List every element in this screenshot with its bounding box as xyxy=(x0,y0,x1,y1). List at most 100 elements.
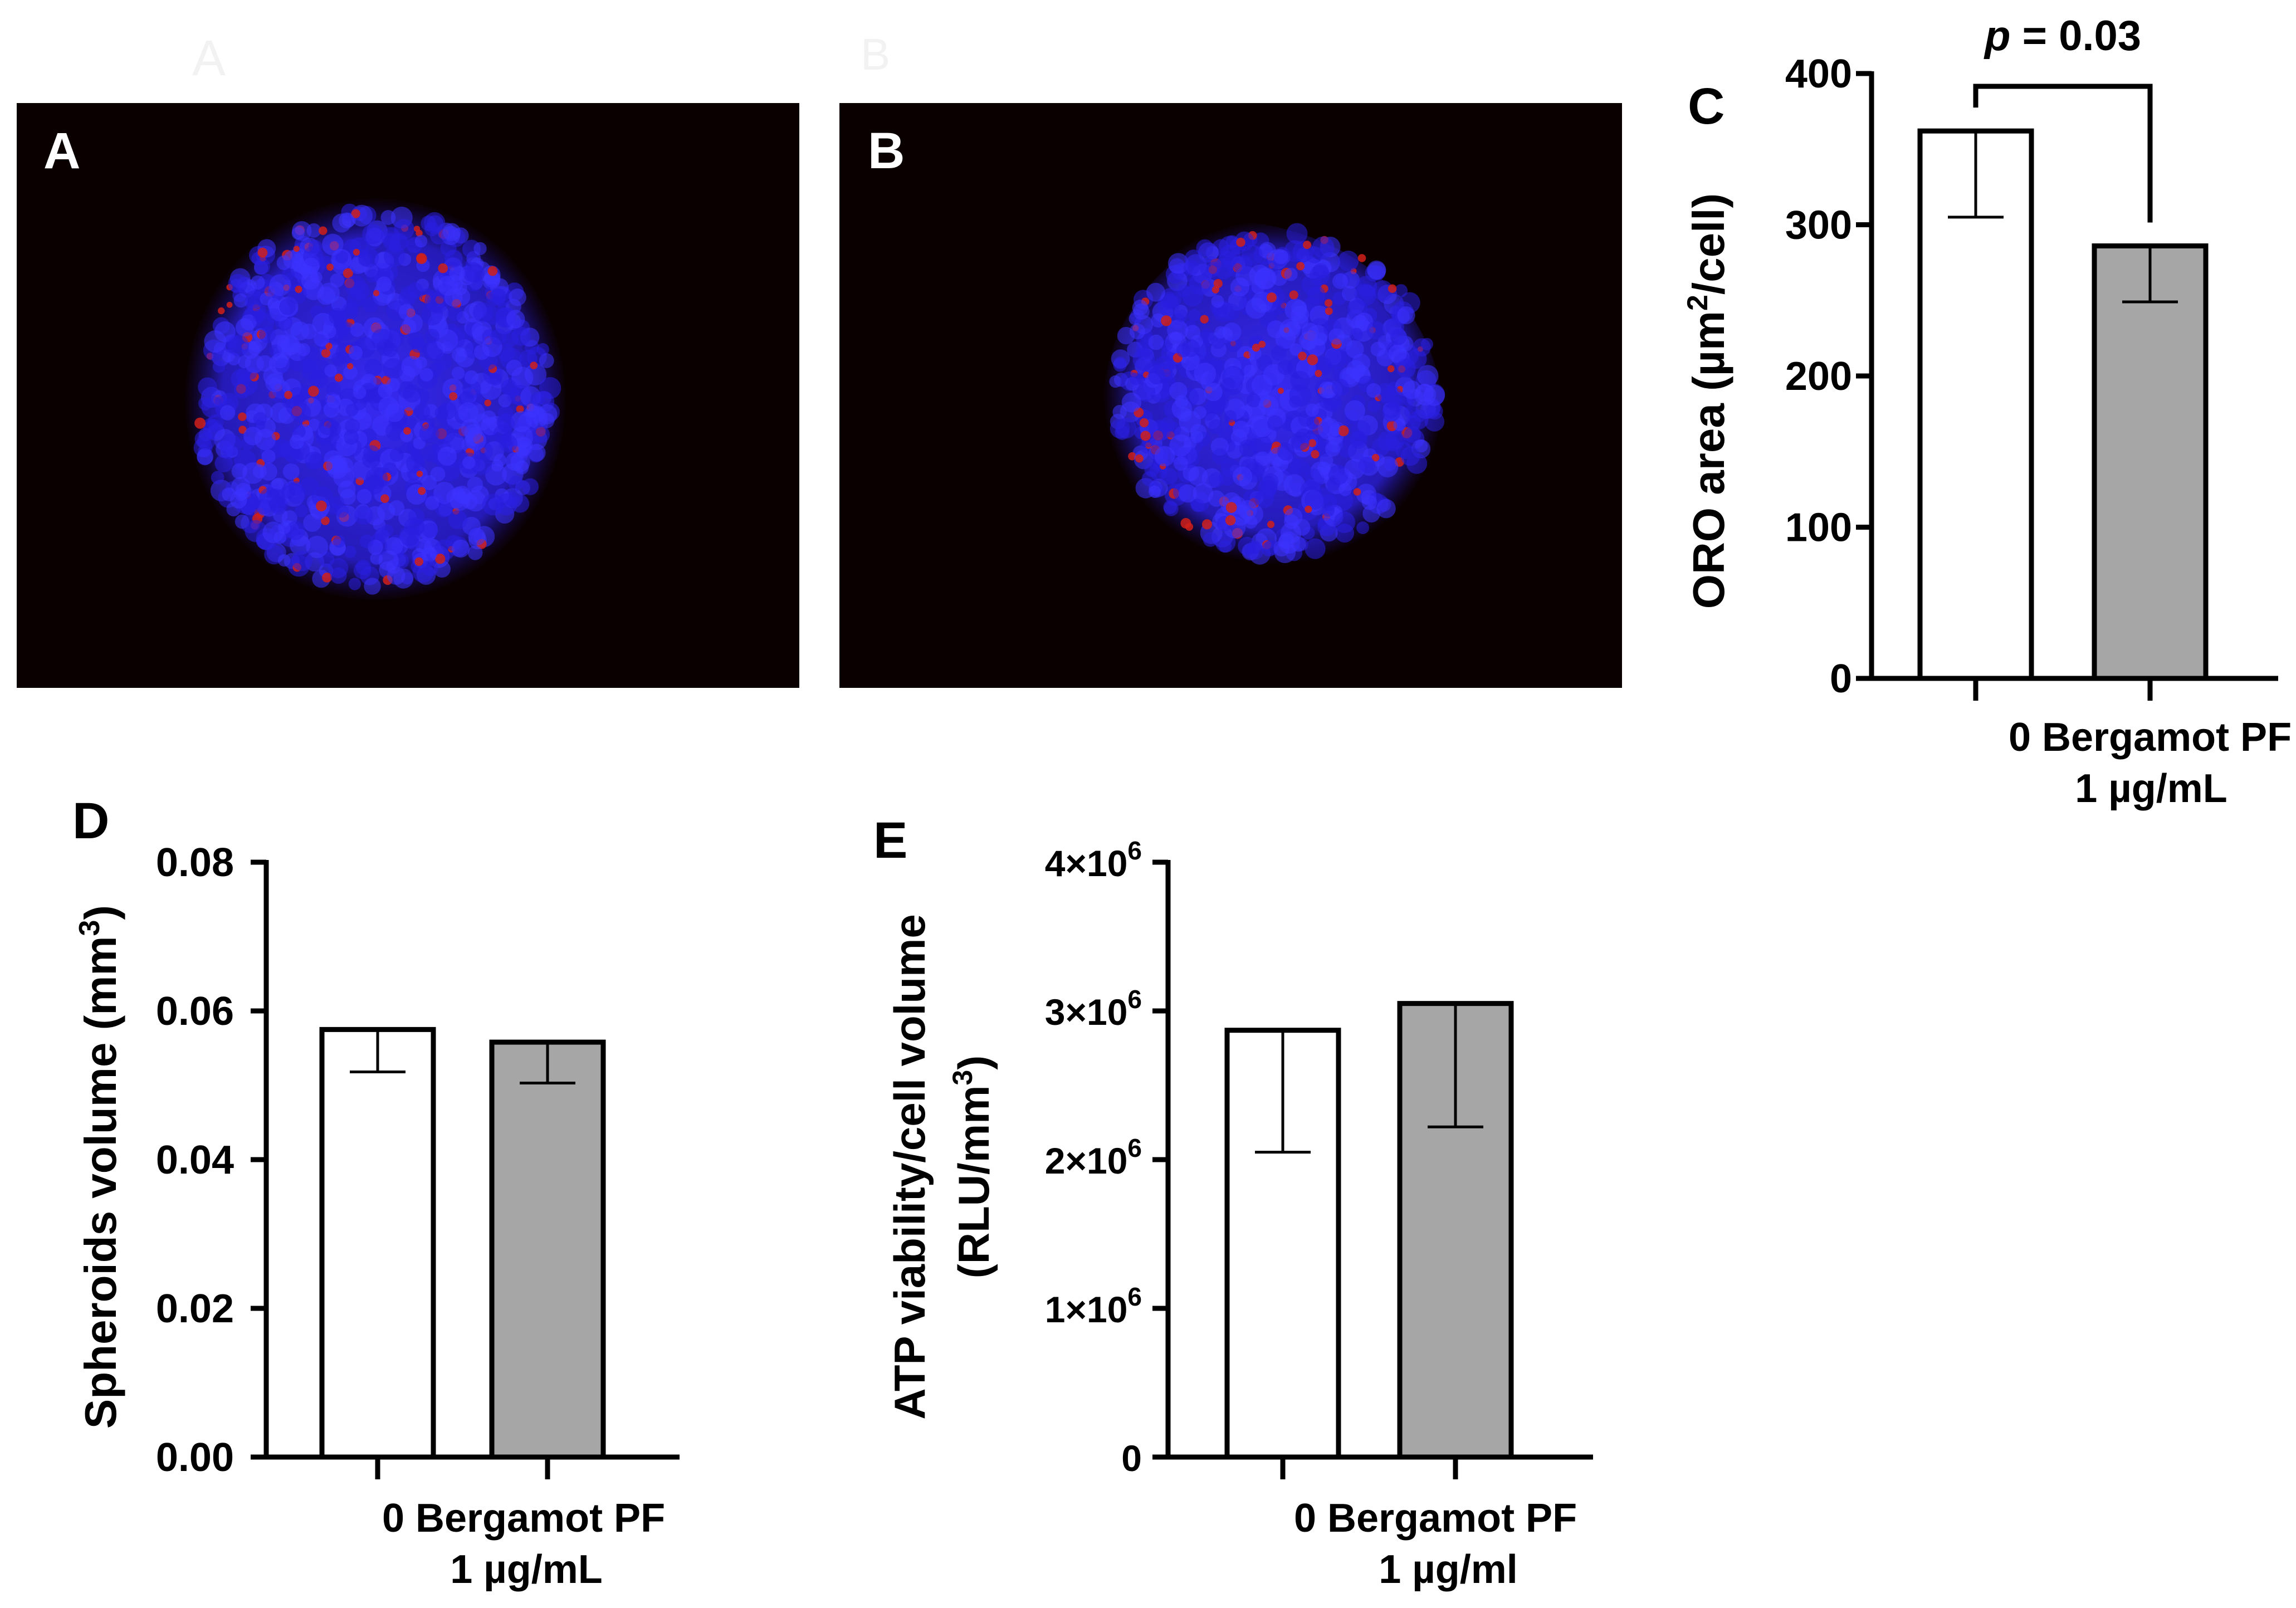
cell-nucleus xyxy=(1149,419,1171,442)
cell-nucleus xyxy=(1416,365,1439,387)
cell-nucleus xyxy=(339,212,355,229)
cell-nucleus xyxy=(374,527,388,541)
cell-nucleus xyxy=(1252,374,1273,396)
y-tick-label: 1×106 xyxy=(1045,1282,1142,1330)
cell-nucleus xyxy=(506,310,525,329)
cell-nucleus xyxy=(473,302,493,322)
cell-nucleus xyxy=(229,491,247,509)
cell-nucleus xyxy=(383,358,404,379)
cell-nucleus xyxy=(1250,416,1273,438)
x-label-line-2: 1 µg/mL xyxy=(450,1547,603,1592)
cell-nucleus xyxy=(1169,434,1192,457)
cell-nucleus xyxy=(447,306,463,321)
cell-nucleus xyxy=(1361,495,1377,510)
cell-nucleus xyxy=(539,377,561,399)
cell-nucleus xyxy=(436,329,458,351)
cell-nucleus xyxy=(289,434,304,449)
cell-nucleus xyxy=(1261,541,1277,557)
cell-nucleus xyxy=(1232,421,1250,438)
lipid-droplet xyxy=(1311,449,1320,459)
cell-nucleus xyxy=(219,434,242,456)
lipid-droplet xyxy=(1140,431,1151,441)
lipid-droplet xyxy=(293,246,300,252)
cell-nucleus xyxy=(1293,519,1311,536)
cell-nucleus xyxy=(1350,328,1364,341)
cell-nucleus xyxy=(494,453,507,467)
cell-nucleus xyxy=(335,504,349,518)
cell-nucleus xyxy=(338,322,351,336)
cell-nucleus xyxy=(1178,285,1190,297)
cell-nucleus xyxy=(1312,263,1329,279)
cell-nucleus xyxy=(362,223,383,245)
cell-nucleus xyxy=(289,387,306,405)
cell-nucleus xyxy=(198,377,217,397)
cell-nucleus xyxy=(354,506,373,525)
cell-nucleus xyxy=(1352,353,1371,372)
cell-nucleus xyxy=(389,500,405,516)
cell-nuclei-b xyxy=(1109,223,1445,565)
cell-nucleus xyxy=(530,392,545,406)
cell-nucleus xyxy=(1359,456,1376,473)
cell-nucleus xyxy=(236,318,254,337)
cell-nucleus xyxy=(335,251,349,264)
cell-nucleus xyxy=(1312,236,1335,259)
cell-nucleus xyxy=(1219,540,1232,553)
cell-nucleus xyxy=(1367,399,1380,413)
cell-nucleus xyxy=(1279,319,1301,340)
cell-nucleus xyxy=(301,271,320,290)
y-tick-label: 0.02 xyxy=(156,1287,234,1331)
chart-e-panel-label: E xyxy=(873,812,907,869)
cell-nucleus xyxy=(442,378,463,399)
y-tick-label: 100 xyxy=(1785,506,1852,550)
cell-nucleus xyxy=(1184,260,1200,276)
x-label-line-2: 1 µg/ml xyxy=(1379,1547,1518,1592)
lipid-droplet xyxy=(1371,453,1380,462)
cell-nucleus xyxy=(310,359,331,380)
chart-e-ylabel: ATP viability/cell volume xyxy=(885,914,934,1419)
cell-nucleus xyxy=(1188,309,1200,322)
cell-nuclei-a xyxy=(193,203,561,595)
cell-nucleus xyxy=(1193,483,1214,504)
cell-nucleus xyxy=(211,471,224,485)
cell-nucleus xyxy=(1117,326,1135,345)
cell-nucleus xyxy=(1406,415,1421,430)
cell-nucleus xyxy=(1121,392,1142,413)
cell-nucleus xyxy=(1167,253,1189,274)
lipid-droplet xyxy=(351,209,360,218)
y-tick-label: 0.06 xyxy=(156,989,234,1034)
cell-nucleus xyxy=(1247,393,1261,408)
cell-nucleus xyxy=(359,534,374,549)
cell-nucleus xyxy=(436,424,456,443)
cell-nucleus xyxy=(456,488,472,505)
cell-nucleus xyxy=(265,373,285,393)
lipid-droplet xyxy=(516,405,524,413)
cell-nucleus xyxy=(468,527,486,546)
cell-nucleus xyxy=(449,265,465,281)
lipid-droplet xyxy=(1185,522,1194,531)
cell-nucleus xyxy=(197,432,216,451)
cell-nucleus xyxy=(490,328,507,345)
cell-nucleus xyxy=(319,418,336,435)
cell-nucleus xyxy=(408,518,425,535)
cell-nucleus xyxy=(356,489,372,504)
lipid-droplet xyxy=(380,494,389,503)
cell-nucleus xyxy=(1212,448,1228,465)
cell-nucleus xyxy=(411,337,426,353)
cell-nucleus xyxy=(442,223,461,241)
chart-e-x-labels: 0 Bergamot PF 1 µg/ml xyxy=(1294,1496,1577,1592)
ghost-label-a: A xyxy=(192,31,226,86)
cell-nucleus xyxy=(1333,511,1355,533)
lipid-droplet xyxy=(347,363,354,370)
lipid-droplet xyxy=(438,263,448,273)
cell-nucleus xyxy=(422,522,438,538)
cell-nucleus xyxy=(1317,417,1340,440)
cell-nucleus xyxy=(1160,468,1178,485)
chart-d-bars xyxy=(319,1027,606,1460)
y-tick-label: 2×106 xyxy=(1045,1133,1142,1181)
cell-nucleus xyxy=(1277,442,1295,461)
cell-nucleus xyxy=(1273,540,1290,557)
cell-nucleus xyxy=(305,451,323,470)
cell-nucleus xyxy=(425,496,439,510)
cell-nucleus xyxy=(1193,406,1206,419)
